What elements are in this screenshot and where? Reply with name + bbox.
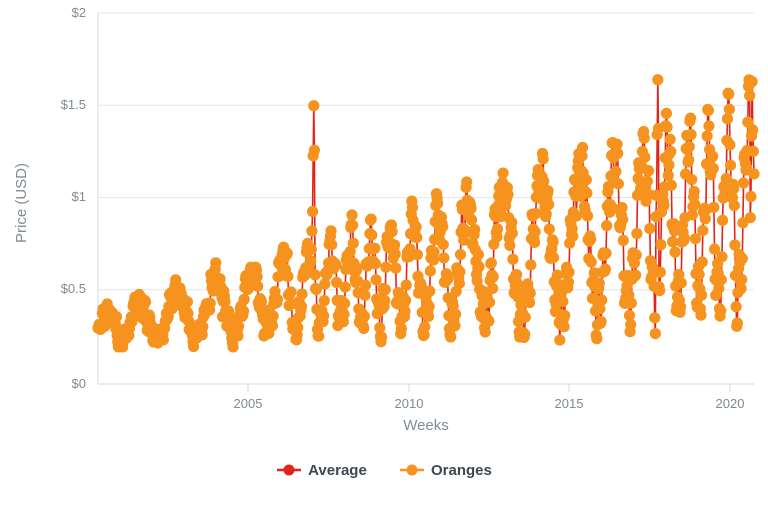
svg-text:2015: 2015 [555,396,584,411]
svg-text:2020: 2020 [716,396,745,411]
svg-text:Weeks: Weeks [403,417,449,434]
svg-text:$1: $1 [72,189,86,204]
svg-text:$0: $0 [72,376,86,391]
svg-text:Price (USD): Price (USD) [13,163,30,243]
svg-text:$2: $2 [72,5,86,20]
svg-text:$0.5: $0.5 [61,281,86,296]
svg-text:$1.5: $1.5 [61,97,86,112]
svg-text:2005: 2005 [234,396,263,411]
svg-text:2010: 2010 [395,396,424,411]
